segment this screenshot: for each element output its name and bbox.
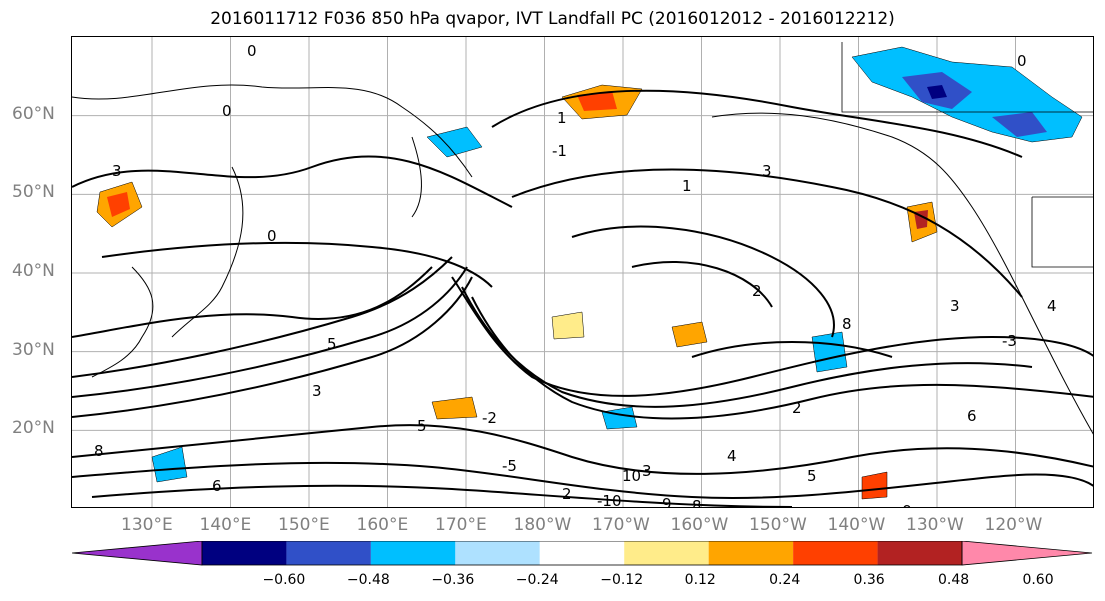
colorbar-tick-label: −0.12: [600, 572, 644, 588]
contour-label: 3: [642, 462, 652, 480]
anomaly-fills: [96, 46, 1083, 500]
colorbar-tick-label: 0.24: [769, 572, 801, 588]
contour-label: 4: [1047, 297, 1057, 315]
longitude-label: 130°E: [121, 515, 173, 535]
colorbar-tick-label: 0.36: [853, 572, 885, 588]
contour-label: 5: [417, 417, 427, 435]
contour-label: 0: [267, 227, 277, 245]
contour-label: -2: [482, 409, 497, 427]
latitude-label: 50°N: [12, 182, 55, 203]
contour-label: 8: [94, 442, 104, 460]
colorbar-tick-label: 0.60: [1022, 572, 1054, 588]
negative-anomaly-patch-kamchatka: [426, 126, 483, 158]
colorbar-cell: [708, 541, 794, 565]
longitude-label: 150°E: [278, 515, 330, 535]
colorbar-outline: [201, 541, 963, 566]
negative-anomaly-patch-gulf: [992, 112, 1047, 137]
contour-label: 2: [792, 399, 802, 417]
longitude-label: 150°W: [749, 515, 807, 535]
colorbar: [72, 541, 1093, 566]
negative-anomaly-patch-tropics: [601, 406, 638, 430]
negative-anomaly-patch-west: [151, 446, 188, 483]
positive-anomaly-core-bering: [577, 91, 617, 111]
map-canvas: 0 0 0 1 3 -1 2 3 4 5 8 -2 3 2 8 5 -3 -5 6 10-10 3 4 5 6 8 -9 9 2 0 3 1: [72, 37, 1093, 508]
longitude-label: 170°E: [435, 515, 487, 535]
contour-value-labels: 0 0 0 1 3 -1 2 3 4 5 8 -2 3 2 8 5 -3 -5 6 10-10 3 4 5 6 8 -9 9 2 0 3 1: [94, 42, 1057, 508]
contour-label: 1: [682, 177, 692, 195]
contour-label: 5: [327, 335, 337, 353]
colorbar-cell: [202, 541, 287, 565]
latitude-label: 40°N: [12, 261, 55, 281]
colorbar-tick-label: 0.48: [938, 572, 970, 588]
contour-label: -5: [502, 457, 517, 475]
ivt-contours: [72, 89, 1093, 507]
contour-label: -9: [897, 502, 912, 508]
contour-label: 3: [112, 162, 122, 180]
colorbar-tick-label: −0.48: [346, 572, 390, 588]
colorbar-extend-high: [961, 541, 1093, 566]
latitude-label: 30°N: [12, 339, 55, 360]
contour-label: 6: [212, 477, 222, 495]
contour-label: 3: [950, 297, 960, 315]
contour-label: 3: [312, 382, 322, 400]
colorbar-cell: [286, 541, 371, 565]
colorbar-cell: [370, 541, 456, 565]
negative-anomaly-patch-midocean: [811, 331, 848, 373]
contour-label: 1: [557, 109, 567, 127]
contour-label: 2: [562, 485, 572, 503]
contour-label: 3: [762, 162, 772, 180]
contour-label: -3: [1002, 332, 1017, 350]
positive-anomaly-core-japan: [107, 192, 130, 217]
colorbar-cell: [539, 541, 625, 565]
contour-label: 6: [967, 407, 977, 425]
colorbar-tick-label: −0.24: [515, 572, 559, 588]
colorbar-cell: [877, 541, 962, 565]
contour-label: 8: [692, 497, 702, 508]
longitude-label: 140°W: [827, 515, 886, 535]
contour-label: 4: [727, 447, 737, 465]
map-panel: 0 0 0 1 3 -1 2 3 4 5 8 -2 3 2 8 5 -3 -5 6 10-10 3 4 5 6 8 -9 9 2 0 3 1: [71, 36, 1094, 508]
positive-anomaly-patch-south: [861, 471, 888, 500]
colorbar-cell: [455, 541, 540, 565]
contour-label: -10: [597, 492, 622, 508]
positive-anomaly-patch-east: [671, 321, 708, 348]
colorbar-tick-label: −0.36: [431, 572, 475, 588]
contour-label: 0: [247, 42, 257, 60]
longitude-label: 160°W: [670, 515, 729, 535]
colorbar-tick-label: −0.60: [262, 572, 306, 588]
positive-anomaly-patch-tropics: [431, 396, 478, 420]
contour-label: 0: [1017, 52, 1027, 70]
contour-label: 9: [662, 495, 672, 508]
contour-label: 2: [752, 282, 762, 300]
latitude-label: 20°N: [12, 418, 55, 439]
longitude-label: 130°W: [906, 515, 964, 535]
colorbar-cell: [624, 541, 709, 565]
colorbar-extend-low: [72, 541, 203, 566]
coastlines: [72, 42, 1093, 435]
contour-label: 5: [807, 467, 817, 485]
contour-label: 8: [842, 315, 852, 333]
longitude-label: 120°W: [984, 515, 1043, 535]
contour-label: -1: [552, 142, 567, 160]
colorbar-cell: [793, 541, 878, 565]
positive-anomaly-patch-center: [551, 311, 585, 340]
longitude-label: 170°W: [592, 515, 650, 535]
contour-label: 10: [622, 467, 641, 485]
contour-label: 0: [222, 102, 232, 120]
longitude-label: 160°E: [356, 515, 409, 535]
colorbar-tick-label: 0.12: [684, 572, 716, 588]
plot-title: 2016011712 F036 850 hPa qvapor, IVT Land…: [210, 9, 895, 29]
latitude-label: 60°N: [12, 103, 55, 124]
longitude-label: 180°W: [513, 515, 572, 535]
longitude-label: 140°E: [199, 515, 252, 535]
negative-anomaly-max-alaska: [927, 85, 947, 99]
